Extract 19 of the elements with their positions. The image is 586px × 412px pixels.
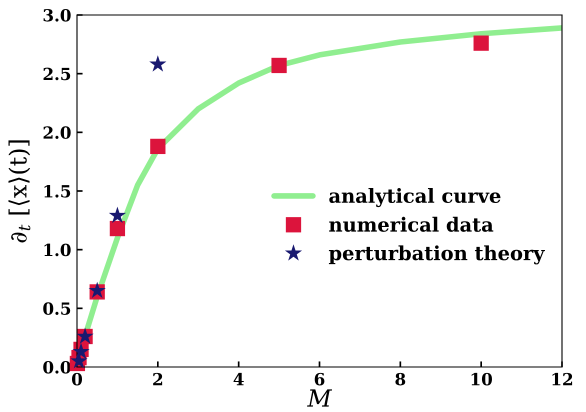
legend-label: analytical curve xyxy=(329,188,500,208)
legend-label: perturbation theory xyxy=(328,245,545,264)
x-tick-label: 8 xyxy=(395,372,406,386)
y-tick-label: 0.5 xyxy=(43,302,70,315)
y-axis-title: ∂$_{t}$ [⟨x⟩(t)] xyxy=(8,140,30,242)
y-tick-label: 0.0 xyxy=(43,360,71,374)
legend-label: numerical data xyxy=(329,216,494,232)
y-tick-label: 1.0 xyxy=(44,244,71,256)
y-tick-label: 2.5 xyxy=(44,68,70,80)
x-axis-title: M xyxy=(307,389,332,407)
x-tick-label: 12 xyxy=(552,372,572,386)
x-tick-label: 0 xyxy=(72,372,82,386)
x-tick-label: 4 xyxy=(234,372,244,386)
x-tick-label: 2 xyxy=(153,372,162,386)
y-tick-label: 3.0 xyxy=(44,8,71,22)
y-tick-label: 1.5 xyxy=(44,184,70,198)
x-tick-label: 6 xyxy=(314,372,324,386)
x-tick-label: 10 xyxy=(472,372,492,386)
y-tick-label: 2.0 xyxy=(44,126,71,139)
